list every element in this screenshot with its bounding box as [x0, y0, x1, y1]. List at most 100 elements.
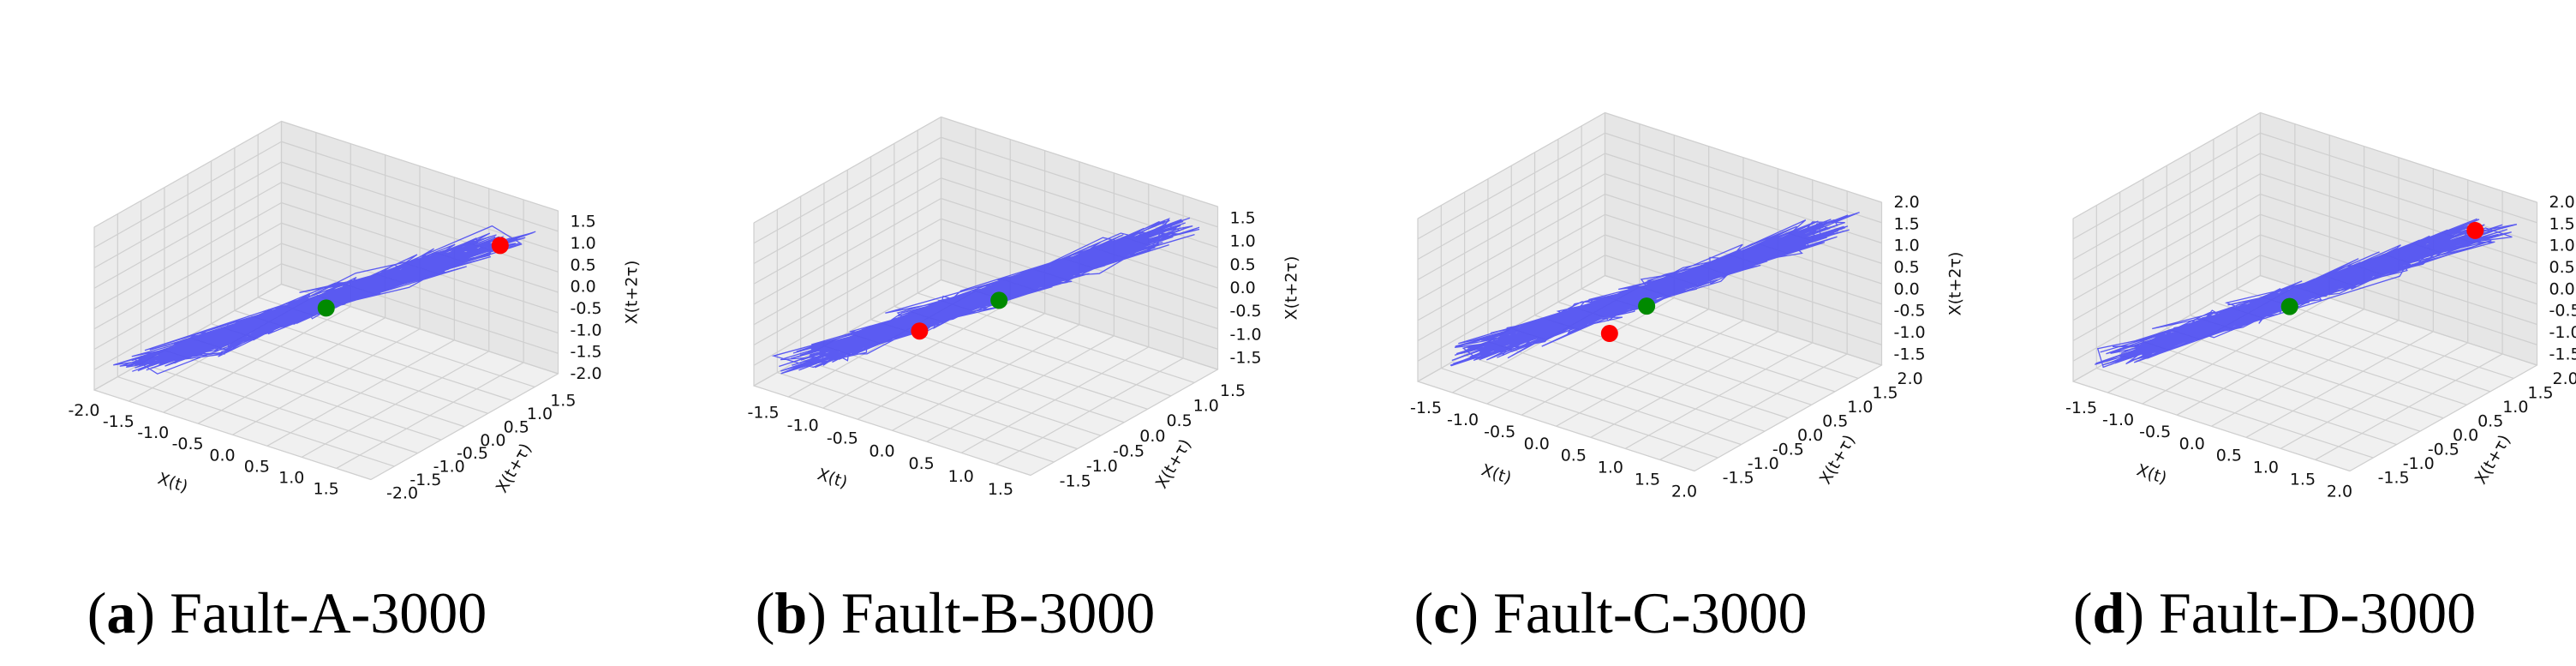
x-tick-label: 1.0	[278, 468, 304, 487]
trajectory-line	[1449, 212, 1860, 367]
panel-b: -1.5-1.0-0.50.00.51.01.5 -1.5-1.0-0.50.00…	[748, 116, 1301, 645]
z-tick-label: -1.5	[1894, 345, 1926, 363]
x-tick-label: 1.5	[2290, 471, 2316, 489]
panel-caption: (a) Fault-A-3000	[87, 580, 487, 645]
y-tick-label: 1.0	[2502, 398, 2528, 417]
z-axis-label: X(t+2τ)	[1946, 252, 1965, 316]
grid-line	[753, 157, 941, 265]
y-tick-label: 1.5	[1220, 381, 1246, 400]
x-tick-label: -0.5	[172, 435, 204, 453]
y-tick-label: -0.5	[457, 444, 488, 463]
y-tick-label: -1.5	[1723, 468, 1754, 487]
grid-line	[93, 161, 282, 269]
grid-line	[281, 161, 559, 253]
panel-a: -2.0-1.5-1.0-0.50.00.51.01.5 -2.0-1.5-1.0…	[68, 120, 642, 645]
grid-line	[2072, 193, 2261, 301]
green-point	[1638, 297, 1656, 315]
x-tick-label: 1.0	[2253, 459, 2279, 477]
x-axis-label: X(t)	[156, 469, 190, 496]
panel-c: -1.5-1.0-0.50.00.51.01.52.0-1.5-1.0-0.50…	[1410, 111, 1965, 645]
grid-line	[93, 201, 282, 309]
grid-line	[370, 373, 559, 481]
y-tick-label: -0.5	[1772, 440, 1804, 459]
grid-line	[2315, 353, 2503, 460]
grid-line	[926, 335, 1115, 442]
y-tick-label: 0.5	[1822, 411, 1848, 430]
z-tick-label: 0.5	[1230, 255, 1256, 274]
z-tick-label: 0.5	[2549, 258, 2575, 277]
grid-line	[2260, 132, 2537, 224]
x-tick-label: -2.0	[68, 401, 99, 420]
caption-text: Fault-D-3000	[2159, 580, 2476, 645]
grid-line	[960, 346, 1150, 453]
grid-line	[281, 182, 559, 273]
grid-line	[281, 141, 559, 232]
grid-line	[2167, 327, 2444, 419]
grid-line	[753, 177, 941, 285]
z-tick-label: 1.0	[2549, 237, 2575, 255]
z-tick-label: -0.5	[1230, 302, 1262, 321]
grid-line	[1605, 111, 1882, 203]
z-tick-label: 1.0	[1230, 232, 1256, 251]
grid-line	[211, 323, 488, 414]
caption-text: Fault-A-3000	[170, 580, 487, 645]
caption-close-paren: )	[1459, 580, 1493, 645]
grid-line	[2072, 111, 2261, 219]
z-tick-label: -1.5	[1230, 348, 1262, 367]
x-tick-label: -0.5	[2139, 423, 2171, 441]
x-tick-label: 1.0	[1598, 459, 1623, 477]
grid-line	[188, 336, 465, 428]
x-tick-label: 0.5	[909, 454, 935, 473]
x-tick-label: 0.0	[869, 441, 894, 460]
z-axis-label: X(t+2τ)	[623, 261, 642, 325]
grid-line	[1659, 353, 1848, 460]
x-tick-label: 0.0	[2179, 435, 2205, 453]
red-point	[2466, 221, 2484, 239]
grid-line	[2245, 331, 2434, 438]
y-tick-label: 1.5	[550, 391, 576, 410]
grid-line	[266, 339, 455, 447]
caption-letter: d	[2092, 580, 2125, 645]
y-tick-label: -2.0	[386, 484, 418, 503]
grid-line	[1417, 111, 1605, 219]
x-tick-label: -1.0	[137, 423, 169, 442]
y-tick-label: -1.5	[1060, 472, 1091, 491]
y-tick-label: -1.5	[409, 471, 441, 489]
red-point	[911, 322, 929, 340]
x-tick-label: 0.0	[209, 446, 235, 465]
grid-line	[1417, 173, 1605, 280]
z-tick-label: -2.0	[571, 364, 602, 383]
caption-close-paren: )	[807, 580, 841, 645]
trajectory-line	[113, 225, 536, 375]
x-axis-label: X(t)	[816, 465, 850, 492]
y-tick-label: 1.0	[1193, 396, 1219, 415]
z-tick-label: 2.0	[1894, 193, 1920, 212]
z-tick-label: -0.5	[1894, 302, 1926, 321]
y-tick-label: 1.5	[1872, 383, 1898, 402]
z-tick-label: -1.5	[571, 343, 602, 362]
x-tick-label: -1.0	[1447, 411, 1479, 429]
red-point	[491, 237, 509, 255]
grid-line	[93, 120, 282, 228]
y-tick-label: 2.0	[1898, 369, 1923, 388]
y-tick-label: 1.5	[2527, 383, 2553, 402]
grid-line	[2349, 364, 2537, 472]
panel-caption: (d) Fault-D-3000	[2073, 580, 2476, 645]
z-axis-label: X(t+2τ)	[1282, 256, 1301, 321]
grid-line	[1417, 132, 1605, 240]
grid-line	[2260, 111, 2537, 203]
caption-close-paren: )	[135, 580, 170, 645]
grid-line	[2072, 132, 2261, 240]
z-tick-label: 2.0	[2549, 193, 2575, 212]
x-tick-label: 0.5	[2216, 447, 2242, 465]
caption-open-paren: (	[2073, 580, 2093, 645]
grid-line	[93, 141, 282, 249]
grid-line	[1534, 315, 1812, 405]
grid-line	[753, 136, 941, 244]
z-tick-label: 0.0	[571, 278, 596, 297]
caption-letter: a	[106, 580, 135, 645]
x-tick-label: 2.0	[2327, 483, 2352, 501]
y-tick-label: 0.5	[1166, 411, 1192, 430]
caption-open-paren: (	[756, 580, 775, 645]
x-tick-label: 1.5	[988, 480, 1013, 499]
